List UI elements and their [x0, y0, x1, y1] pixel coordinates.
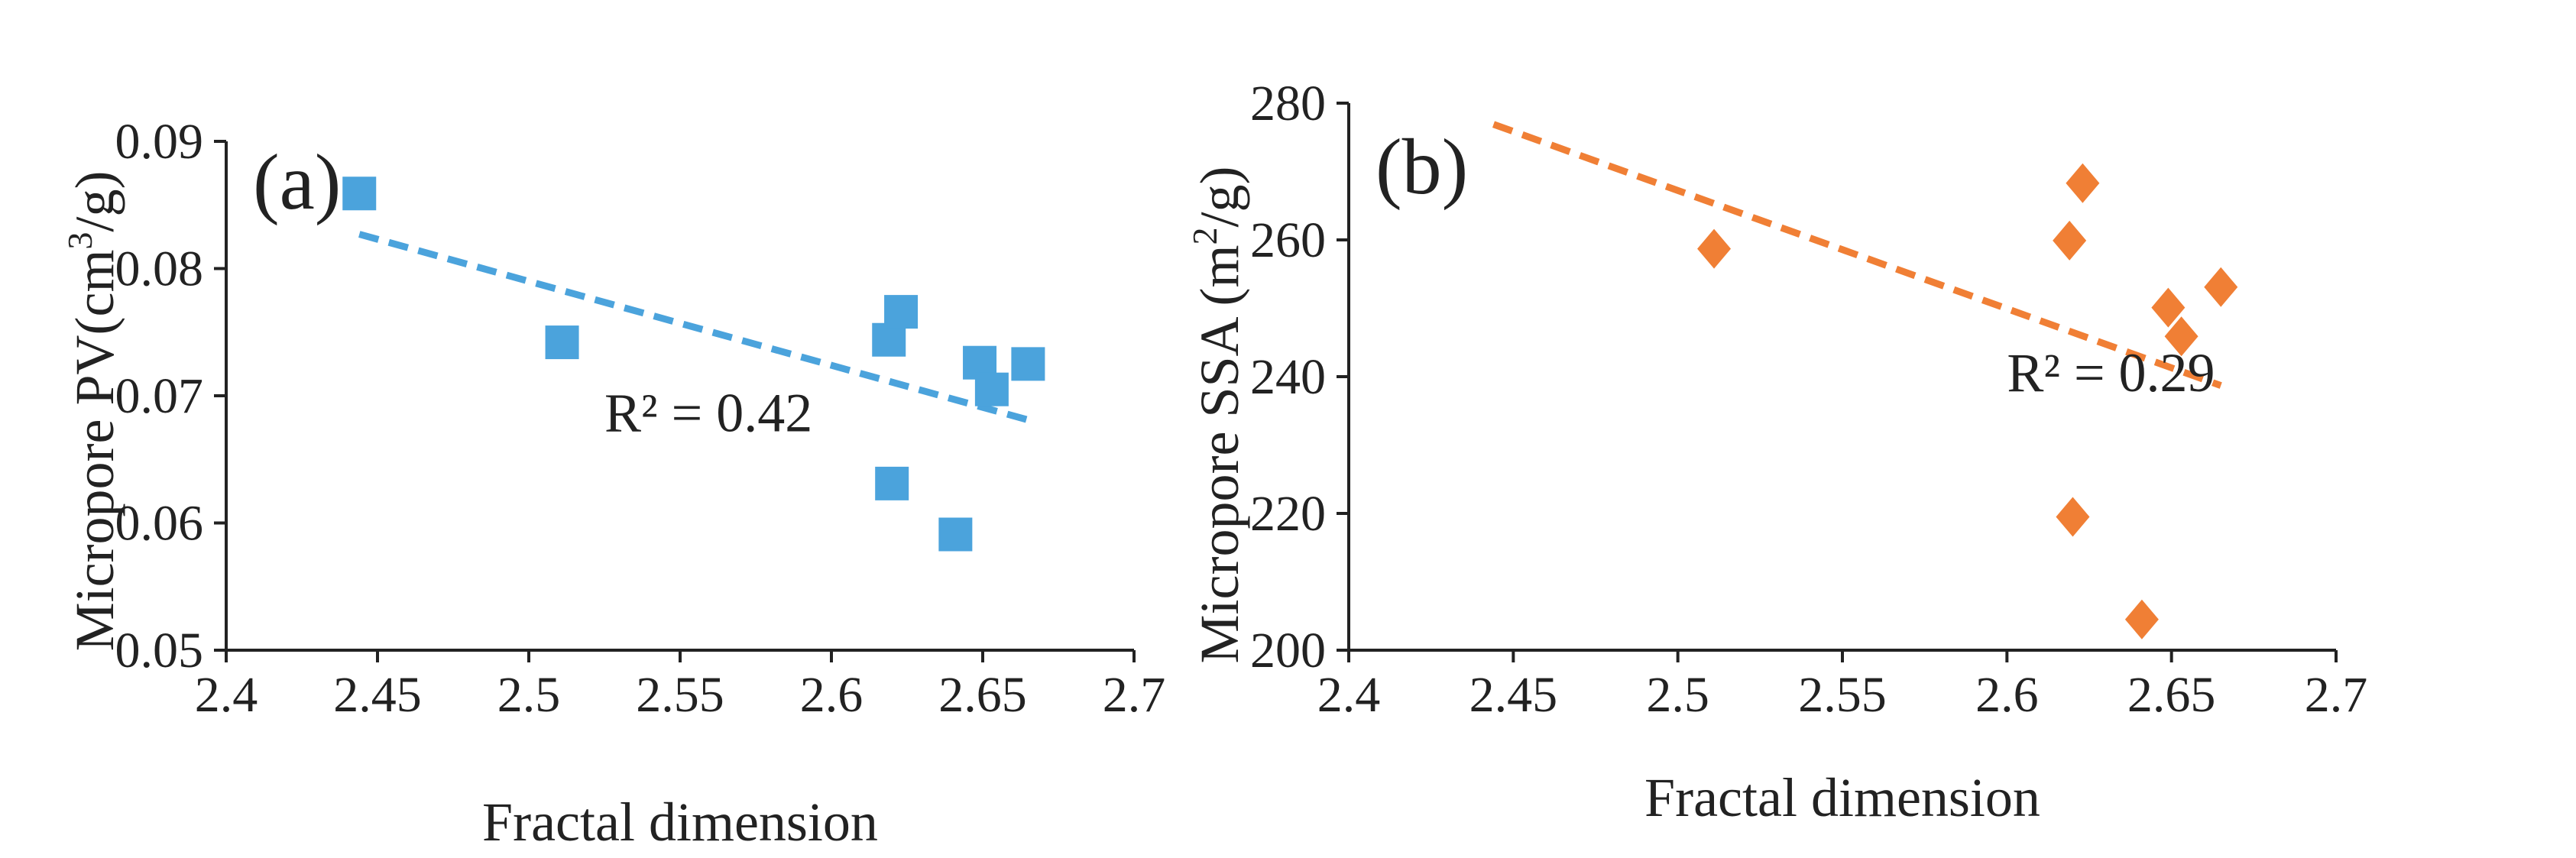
y-tick-label: 220 — [1250, 486, 1326, 542]
x-tick-label: 2.55 — [636, 667, 724, 723]
data-point-diamond — [2151, 287, 2186, 328]
trendline-a — [358, 231, 1029, 423]
data-point-square — [545, 325, 579, 360]
y-axis-title-b: Micropore SSA (m2/g) — [1185, 167, 1250, 664]
x-tick-label: 2.4 — [1317, 667, 1381, 723]
data-point-diamond — [2164, 316, 2199, 357]
y-axis-title-unit: /g) — [64, 171, 125, 232]
data-point-diamond — [2204, 267, 2238, 307]
y-tick-label: 0.07 — [115, 368, 204, 424]
y-tick-label: 200 — [1250, 623, 1326, 678]
x-tick-label: 2.7 — [1103, 667, 1166, 723]
y-axis-title-superscript: 2 — [1185, 228, 1224, 245]
y-axis-title-main: Micropore SSA (m — [1189, 245, 1250, 664]
data-point-square — [875, 466, 909, 500]
y-axis-title-superscript: 3 — [60, 232, 99, 250]
y-tick-label: 0.08 — [115, 241, 204, 297]
y-tick-label: 0.06 — [115, 496, 204, 552]
y-axis-title-unit: /g) — [1189, 167, 1250, 228]
r-squared-label-a: R² = 0.42 — [604, 383, 812, 444]
y-axis-title-main: Micropore PV(cm — [64, 250, 125, 652]
data-point-square — [342, 176, 377, 211]
x-tick-label: 2.45 — [333, 667, 422, 723]
data-point-square — [974, 372, 1009, 406]
panel-label-b: (b) — [1375, 123, 1468, 211]
y-tick-label: 240 — [1250, 349, 1326, 405]
x-tick-label: 2.45 — [1469, 667, 1558, 723]
x-tick-label: 2.65 — [2127, 667, 2216, 723]
y-axis-title-a: Micropore PV(cm3/g) — [60, 171, 125, 652]
x-tick-label: 2.55 — [1798, 667, 1887, 723]
y-tick-label: 0.05 — [115, 623, 204, 678]
data-point-square — [884, 295, 919, 329]
panel-label-a: (a) — [253, 138, 341, 226]
trendline-b — [1492, 121, 2222, 389]
x-tick-label: 2.6 — [1975, 667, 2039, 723]
y-tick-label: 260 — [1250, 212, 1326, 268]
x-axis-title-a: Fractal dimension — [482, 792, 878, 853]
x-tick-label: 2.7 — [2305, 667, 2368, 723]
data-point-diamond — [1697, 228, 1732, 269]
chart-panel-b: 2.4 2.45 2.5 2.55 2.6 2.65 2.7 200 220 240 260 280 F… — [1185, 76, 2367, 828]
data-point-diamond — [2053, 220, 2087, 261]
y-tick-label: 280 — [1250, 76, 1326, 131]
x-tick-label: 2.6 — [800, 667, 864, 723]
data-point-diamond — [2066, 163, 2100, 203]
data-point-square — [1011, 347, 1045, 381]
r-squared-label-b: R² = 0.29 — [2007, 342, 2215, 403]
x-tick-label: 2.65 — [938, 667, 1027, 723]
x-tick-label: 2.4 — [195, 667, 258, 723]
x-tick-label: 2.5 — [497, 667, 561, 723]
data-point-diamond — [2124, 599, 2159, 639]
y-tick-label: 0.09 — [115, 114, 204, 170]
x-axis-title-b: Fractal dimension — [1644, 767, 2040, 828]
chart-panel-a: 2.4 2.45 2.5 2.55 2.6 2.65 2.7 0.05 0.06 0.07 0.08… — [60, 114, 1165, 853]
data-point-diamond — [2056, 497, 2090, 537]
x-tick-label: 2.5 — [1646, 667, 1709, 723]
data-point-square — [938, 517, 973, 552]
